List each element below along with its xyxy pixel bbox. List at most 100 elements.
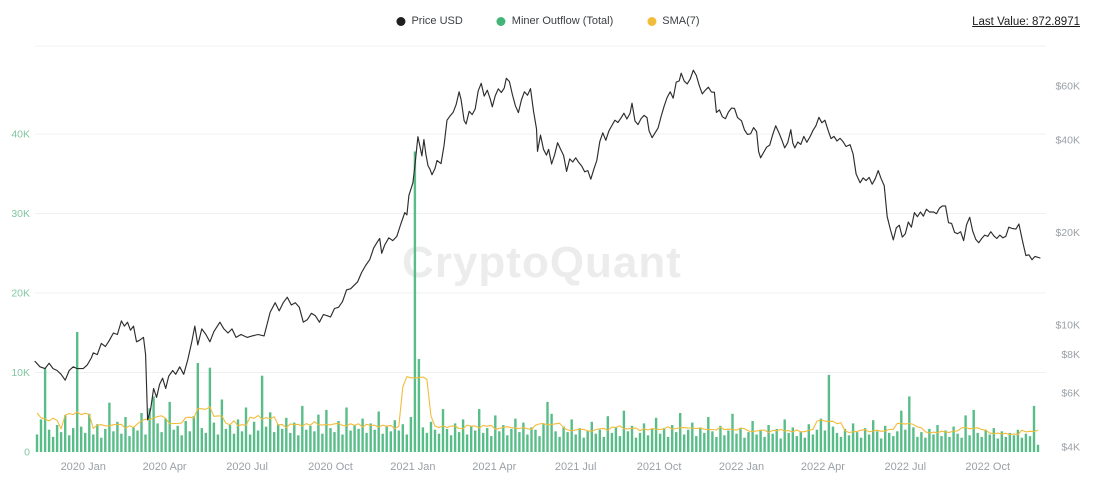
miner-outflow-bar xyxy=(200,428,203,452)
right-axis-tick-label: $6K xyxy=(1061,387,1080,399)
miner-outflow-bar xyxy=(502,425,505,452)
miner-outflow-bar xyxy=(313,431,316,452)
miner-outflow-bar xyxy=(671,425,674,452)
miner-outflow-bar xyxy=(498,431,501,452)
miner-outflow-bar xyxy=(759,429,762,452)
miner-outflow-bar xyxy=(839,436,843,452)
miner-outflow-bar xyxy=(650,428,654,452)
x-axis-tick-label: 2021 Jul xyxy=(555,461,597,473)
miner-outflow-bar xyxy=(55,425,59,452)
miner-outflow-bar xyxy=(128,436,131,452)
miner-outflow-bar xyxy=(554,431,557,452)
miner-outflow-bar xyxy=(449,435,453,452)
miner-outflow-bar xyxy=(847,435,851,452)
miner-outflow-bar xyxy=(437,433,441,452)
left-axis-tick-label: 20K xyxy=(11,288,30,300)
miner-outflow-bar xyxy=(47,429,51,452)
x-axis-tick-label: 2021 Jan xyxy=(390,461,435,473)
miner-outflow-bar xyxy=(482,432,485,452)
legend-item-price-usd[interactable]: Price USD xyxy=(396,15,463,27)
miner-outflow-bar xyxy=(578,428,581,452)
miner-outflow-bar xyxy=(960,437,963,452)
miner-outflow-bar xyxy=(610,432,614,452)
miner-outflow-bar xyxy=(1000,431,1003,452)
miner-outflow-bar xyxy=(132,427,135,452)
price-usd-dot-icon xyxy=(396,16,406,26)
miner-outflow-bar xyxy=(867,434,871,452)
miner-outflow-bar xyxy=(224,428,228,452)
miner-outflow-bar xyxy=(715,436,718,452)
miner-outflow-bar xyxy=(558,436,561,452)
miner-outflow-bar xyxy=(996,438,999,452)
miner-outflow-bar xyxy=(884,425,887,452)
miner-outflow-bar xyxy=(136,430,139,452)
miner-outflow-bar xyxy=(823,430,827,452)
x-axis-tick-label: 2022 Apr xyxy=(801,461,845,473)
miner-outflow-bar xyxy=(646,435,650,452)
miner-outflow-bar xyxy=(642,423,646,452)
miner-outflow-bar xyxy=(216,434,220,452)
sma7-dot-icon xyxy=(647,16,657,26)
miner-outflow-bar xyxy=(168,401,171,452)
miner-outflow-bar xyxy=(228,425,232,452)
miner-outflow-bar xyxy=(494,415,497,452)
miner-outflow-bar xyxy=(345,407,348,452)
miner-outflow-bar xyxy=(968,435,971,452)
miner-outflow-bar xyxy=(924,437,927,452)
last-value-link[interactable]: Last Value: 872.8971 xyxy=(972,16,1080,28)
miner-outflow-bar xyxy=(188,431,191,452)
miner-outflow-bar xyxy=(928,428,931,452)
miner-outflow-bar xyxy=(904,429,907,452)
miner-outflow-bar xyxy=(417,359,421,452)
miner-outflow-bar xyxy=(892,436,895,452)
miner-outflow-bar xyxy=(445,428,449,452)
miner-outflow-bar xyxy=(807,424,810,452)
miner-outflow-bar xyxy=(465,434,469,452)
miner-outflow-bar xyxy=(859,437,863,452)
miner-outflow-bar xyxy=(164,418,167,452)
left-axis-tick-label: 40K xyxy=(11,129,30,141)
miner-outflow-bar xyxy=(711,431,714,452)
miner-outflow-bar xyxy=(514,418,517,452)
miner-outflow-bar xyxy=(666,436,670,452)
right-axis-tick-label: $20K xyxy=(1055,227,1080,239)
miner-outflow-bar xyxy=(952,426,955,452)
miner-outflow-bar xyxy=(1004,436,1007,452)
miner-outflow-bar xyxy=(743,437,746,452)
miner-outflow-bar xyxy=(654,417,658,452)
miner-outflow-bar xyxy=(614,427,618,452)
miner-outflow-bar xyxy=(799,431,802,452)
miner-outflow-bar xyxy=(719,425,722,452)
miner-outflow-bar xyxy=(277,424,280,452)
right-axis-tick-label: $10K xyxy=(1055,319,1080,331)
miner-outflow-bar xyxy=(675,432,678,452)
miner-outflow-bar xyxy=(337,421,340,452)
miner-outflow-bar xyxy=(618,436,622,452)
miner-outflow-bar xyxy=(401,424,404,452)
miner-outflow-bar xyxy=(622,410,626,452)
miner-outflow-bar xyxy=(787,432,790,452)
miner-outflow-bar xyxy=(662,428,666,452)
miner-outflow-bar xyxy=(831,426,835,452)
miner-outflow-bar xyxy=(763,436,766,452)
legend-item-sma7[interactable]: SMA(7) xyxy=(647,15,700,27)
miner-outflow-bar xyxy=(397,430,400,452)
miner-outflow-bar xyxy=(811,434,815,452)
miner-outflow-bar xyxy=(835,432,839,452)
miner-outflow-bar xyxy=(470,425,473,452)
miner-outflow-bar xyxy=(727,430,730,452)
miner-outflow-bar xyxy=(779,438,782,452)
miner-outflow-bar xyxy=(305,429,308,452)
miner-outflow-bar xyxy=(341,434,344,452)
miner-outflow-bar xyxy=(309,425,312,452)
miner-outflow-bar xyxy=(100,437,103,452)
x-axis-tick-label: 2020 Oct xyxy=(308,461,353,473)
miner-outflow-bar xyxy=(602,436,605,452)
legend-item-miner-outflow[interactable]: Miner Outflow (Total) xyxy=(496,15,613,27)
price-usd-line xyxy=(34,69,1041,421)
miner-outflow-bar xyxy=(980,436,983,452)
miner-outflow-bar xyxy=(76,332,79,452)
miner-outflow-bar xyxy=(896,431,899,452)
miner-outflow-bar xyxy=(256,430,260,452)
